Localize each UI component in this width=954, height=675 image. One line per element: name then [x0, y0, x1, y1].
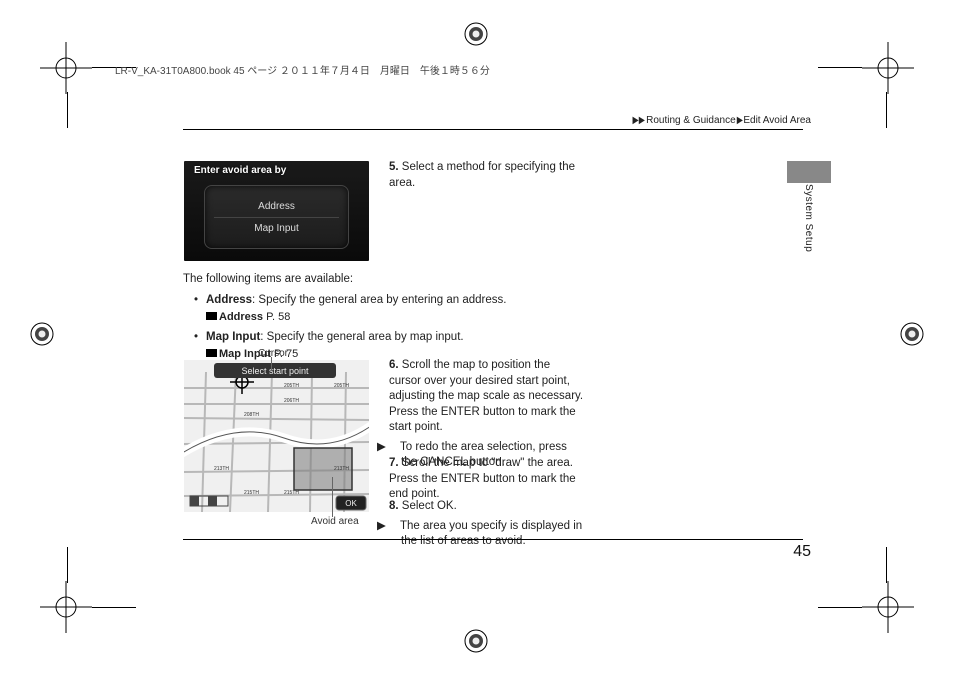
bottom-rule: [183, 539, 803, 540]
side-section-label: System Setup: [803, 184, 814, 252]
shot2-ok: OK: [345, 499, 357, 508]
screenshot-select-start-point: Select start point OK 205TH 205TH 206TH …: [184, 360, 369, 512]
breadcrumb: ▶▶Routing & Guidance▶Edit Avoid Area: [631, 115, 811, 126]
cursor-caption: Cursor: [258, 348, 288, 359]
step-6: 6. Scroll the map to position the cursor…: [389, 358, 584, 471]
shot2-title: Select start point: [241, 366, 309, 376]
avoid-leader: [332, 477, 333, 517]
bullet-address-term: Address: [206, 294, 252, 306]
step7-text: Scroll the map to "draw" the area. Press…: [389, 457, 576, 500]
svg-text:213TH: 213TH: [334, 466, 349, 472]
bullet-address-desc: : Specify the general area by entering a…: [252, 294, 506, 306]
page-frame: LR-V_KA-31T0A800.book 45 ページ ２０１１年７月４日 月…: [91, 47, 871, 627]
doc-header: LR-V_KA-31T0A800.book 45 ページ ２０１１年７月４日 月…: [115, 62, 490, 77]
shot1-panel: Address Map Input: [204, 185, 349, 249]
svg-text:213TH: 213TH: [214, 466, 229, 472]
triangle-icon: ▶: [389, 519, 397, 535]
bullet-mapinput-term: Map Input: [206, 331, 260, 343]
link-address-page: P. 58: [266, 311, 290, 323]
step8-sub: ▶ The area you specify is displayed in t…: [389, 519, 584, 550]
step8-post: .: [454, 500, 457, 512]
step-5: 5. Select a method for specifying the ar…: [389, 160, 584, 191]
shot1-option-mapinput[interactable]: Map Input: [214, 217, 339, 239]
avoid-area-caption: Avoid area: [311, 516, 359, 527]
step8-ok: OK: [437, 500, 454, 512]
screenshot-enter-avoid-area: Enter avoid area by Address Map Input: [184, 161, 369, 261]
shot1-title: Enter avoid area by: [194, 165, 286, 176]
shot1-option-address[interactable]: Address: [214, 196, 339, 217]
triangle-icon: ▶: [736, 115, 742, 126]
svg-text:205TH: 205TH: [334, 383, 349, 389]
top-rule: [183, 129, 803, 130]
step5-text: Select a method for specifying the area.: [389, 161, 575, 189]
breadcrumb-part1: Routing & Guidance: [646, 115, 736, 126]
step8-pre: Select: [402, 500, 437, 512]
doc-header-text: LR-V_KA-31T0A800.book 45 ページ ２０１１年７月４日 月…: [115, 66, 490, 77]
svg-text:215TH: 215TH: [284, 490, 299, 496]
link-icon: [206, 349, 217, 357]
intro-text: The following items are available:: [183, 273, 353, 285]
bullet-list: Address: Specify the general area by ent…: [196, 293, 566, 368]
cursor-leader: [271, 357, 272, 371]
bullet-mapinput: Map Input: Specify the general area by m…: [196, 330, 566, 361]
page-number: 45: [793, 543, 811, 561]
link-address-label: Address: [219, 311, 263, 323]
bullet-address: Address: Specify the general area by ent…: [196, 293, 566, 324]
svg-text:205TH: 205TH: [284, 383, 299, 389]
svg-text:208TH: 208TH: [244, 412, 259, 418]
triangle-icon: ▶: [389, 440, 397, 456]
bullet-mapinput-desc: : Specify the general area by map input.: [260, 331, 463, 343]
triangle-icon: ▶▶: [632, 115, 644, 126]
svg-text:215TH: 215TH: [244, 490, 259, 496]
link-address: Address P. 58: [206, 310, 566, 325]
link-icon: [206, 312, 217, 320]
step-8: 8. Select OK. ▶ The area you specify is …: [389, 499, 584, 550]
section-tab: [787, 161, 831, 183]
step6-text: Scroll the map to position the cursor ov…: [389, 359, 583, 433]
svg-text:206TH: 206TH: [284, 398, 299, 404]
step-7: 7. Scroll the map to "draw" the area. Pr…: [389, 456, 584, 503]
breadcrumb-part2: Edit Avoid Area: [743, 115, 811, 126]
